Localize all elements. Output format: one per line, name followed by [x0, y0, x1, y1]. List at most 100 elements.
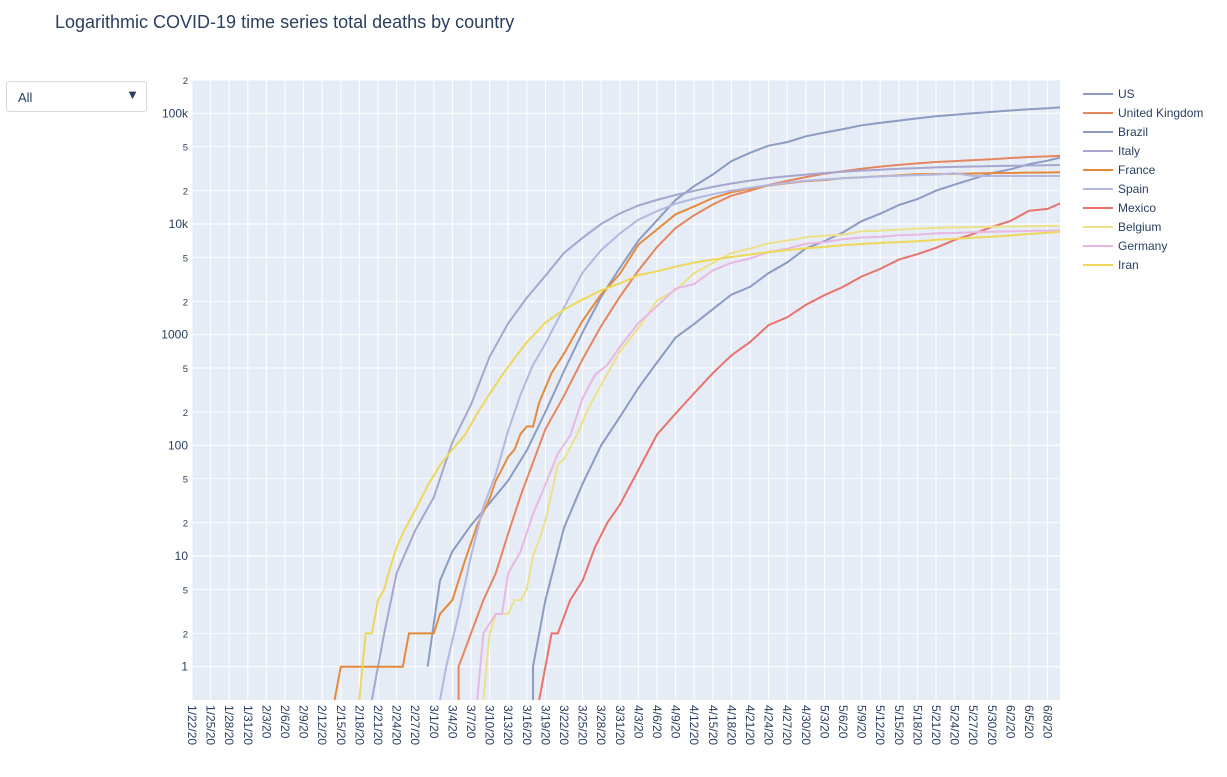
- y-tick-label: 5: [183, 585, 188, 596]
- x-tick-label: 3/19/20: [538, 705, 552, 745]
- x-tick-label: 5/24/20: [948, 705, 962, 745]
- y-tick-label: 5: [183, 253, 188, 264]
- legend-label: France: [1118, 163, 1156, 177]
- x-tick-label: 3/25/20: [576, 705, 590, 745]
- series-line-mexico[interactable]: [538, 202, 1060, 700]
- legend[interactable]: US United Kingdom Brazil Italy France Spain Me…: [1083, 87, 1203, 272]
- legend-label: US: [1118, 87, 1135, 101]
- x-tick-label: 4/24/20: [762, 705, 776, 745]
- legend-item[interactable]: France: [1083, 163, 1156, 177]
- x-tick-label: 5/15/20: [892, 705, 906, 745]
- legend-item[interactable]: Germany: [1083, 239, 1167, 253]
- chart-title: Logarithmic COVID-19 time series total d…: [55, 12, 515, 32]
- y-axis: 1 2 5 10 2 5 100 2 5 1000 2 5 10k 2 5 100k 2: [161, 76, 189, 674]
- x-tick-label: 3/22/20: [557, 705, 571, 745]
- x-tick-label: 6/5/20: [1022, 705, 1036, 739]
- y-tick-label: 5: [183, 364, 188, 375]
- x-tick-label: 4/12/20: [687, 705, 701, 745]
- y-tick-label: 1: [181, 660, 188, 674]
- series-line-brazil[interactable]: [532, 156, 1060, 700]
- y-tick-label: 100k: [162, 106, 189, 120]
- legend-item[interactable]: Mexico: [1083, 201, 1156, 215]
- x-tick-label: 4/30/20: [799, 705, 813, 745]
- y-tick-label: 10k: [169, 217, 189, 231]
- y-tick-label: 2: [183, 297, 188, 308]
- country-filter-dropdown[interactable]: All ▼: [6, 81, 147, 112]
- legend-label: Italy: [1118, 144, 1140, 158]
- x-tick-label: 6/8/20: [1041, 705, 1055, 739]
- x-tick-label: 2/3/20: [259, 705, 273, 739]
- legend-item[interactable]: Brazil: [1083, 125, 1148, 139]
- y-tick-label: 10: [175, 549, 189, 563]
- x-tick-label: 3/13/20: [501, 705, 515, 745]
- x-tick-label: 3/10/20: [483, 705, 497, 745]
- x-tick-label: 3/31/20: [613, 705, 627, 745]
- y-tick-label: 2: [183, 76, 188, 87]
- x-tick-label: 2/12/20: [315, 705, 329, 745]
- x-tick-label: 5/27/20: [966, 705, 980, 745]
- y-tick-label: 2: [183, 519, 188, 530]
- plot-area: [192, 80, 1060, 700]
- x-tick-label: 2/27/20: [408, 705, 422, 745]
- x-tick-label: 1/28/20: [222, 705, 236, 745]
- x-tick-label: 5/21/20: [929, 705, 943, 745]
- x-tick-label: 4/6/20: [650, 705, 664, 739]
- x-tick-label: 6/2/20: [1003, 705, 1017, 739]
- legend-label: Germany: [1118, 239, 1167, 253]
- x-tick-label: 2/18/20: [352, 705, 366, 745]
- x-tick-label: 3/4/20: [445, 705, 459, 739]
- x-tick-label: 2/15/20: [334, 705, 348, 745]
- x-tick-label: 2/9/20: [297, 705, 311, 739]
- legend-item[interactable]: United Kingdom: [1083, 106, 1203, 120]
- x-tick-label: 3/28/20: [594, 705, 608, 745]
- y-tick-label: 2: [183, 408, 188, 419]
- x-axis: 1/22/20 1/25/20 1/28/20 1/31/20 2/3/20 2/6/20…: [185, 705, 1055, 745]
- x-tick-label: 5/6/20: [836, 705, 850, 739]
- y-tick-label: 1000: [161, 328, 188, 342]
- x-tick-label: 5/18/20: [910, 705, 924, 745]
- series-line-iran[interactable]: [358, 230, 1060, 700]
- legend-item[interactable]: Italy: [1083, 144, 1140, 158]
- x-tick-label: 5/9/20: [855, 705, 869, 739]
- legend-label: Iran: [1118, 258, 1139, 272]
- y-tick-label: 5: [183, 143, 188, 154]
- legend-item[interactable]: Iran: [1083, 258, 1139, 272]
- legend-item[interactable]: Spain: [1083, 182, 1149, 196]
- series-line-us[interactable]: [426, 106, 1060, 667]
- x-tick-label: 1/31/20: [241, 705, 255, 745]
- y-tick-label: 2: [183, 187, 188, 198]
- legend-label: United Kingdom: [1118, 106, 1203, 120]
- series-line-italy[interactable]: [370, 164, 1060, 700]
- legend-label: Mexico: [1118, 201, 1156, 215]
- x-tick-label: 4/3/20: [631, 705, 645, 739]
- x-tick-label: 1/22/20: [185, 705, 199, 745]
- x-tick-label: 5/3/20: [817, 705, 831, 739]
- legend-item[interactable]: US: [1083, 87, 1135, 101]
- x-tick-label: 4/27/20: [780, 705, 794, 745]
- series-line-spain[interactable]: [439, 172, 1060, 700]
- x-tick-label: 4/15/20: [706, 705, 720, 745]
- legend-item[interactable]: Belgium: [1083, 220, 1161, 234]
- series-lines: [333, 106, 1060, 700]
- legend-label: Belgium: [1118, 220, 1161, 234]
- x-tick-label: 4/18/20: [724, 705, 738, 745]
- dropdown-selected-value: All: [18, 90, 33, 105]
- series-line-germany[interactable]: [476, 229, 1060, 700]
- y-tick-label: 5: [183, 475, 188, 486]
- legend-label: Brazil: [1118, 125, 1148, 139]
- x-tick-label: 4/21/20: [743, 705, 757, 745]
- x-tick-label: 3/7/20: [464, 705, 478, 739]
- x-tick-label: 4/9/20: [669, 705, 683, 739]
- grid-lines: [191, 79, 1060, 700]
- x-tick-label: 5/30/20: [985, 705, 999, 745]
- y-tick-label: 2: [183, 629, 188, 640]
- legend-label: Spain: [1118, 182, 1149, 196]
- y-tick-label: 100: [168, 438, 188, 452]
- x-tick-label: 3/16/20: [520, 705, 534, 745]
- series-line-united-kingdom[interactable]: [457, 154, 1060, 700]
- x-tick-label: 2/6/20: [278, 705, 292, 739]
- chevron-down-icon: ▼: [126, 87, 139, 102]
- series-line-belgium[interactable]: [482, 224, 1060, 700]
- x-tick-label: 1/25/20: [204, 705, 218, 745]
